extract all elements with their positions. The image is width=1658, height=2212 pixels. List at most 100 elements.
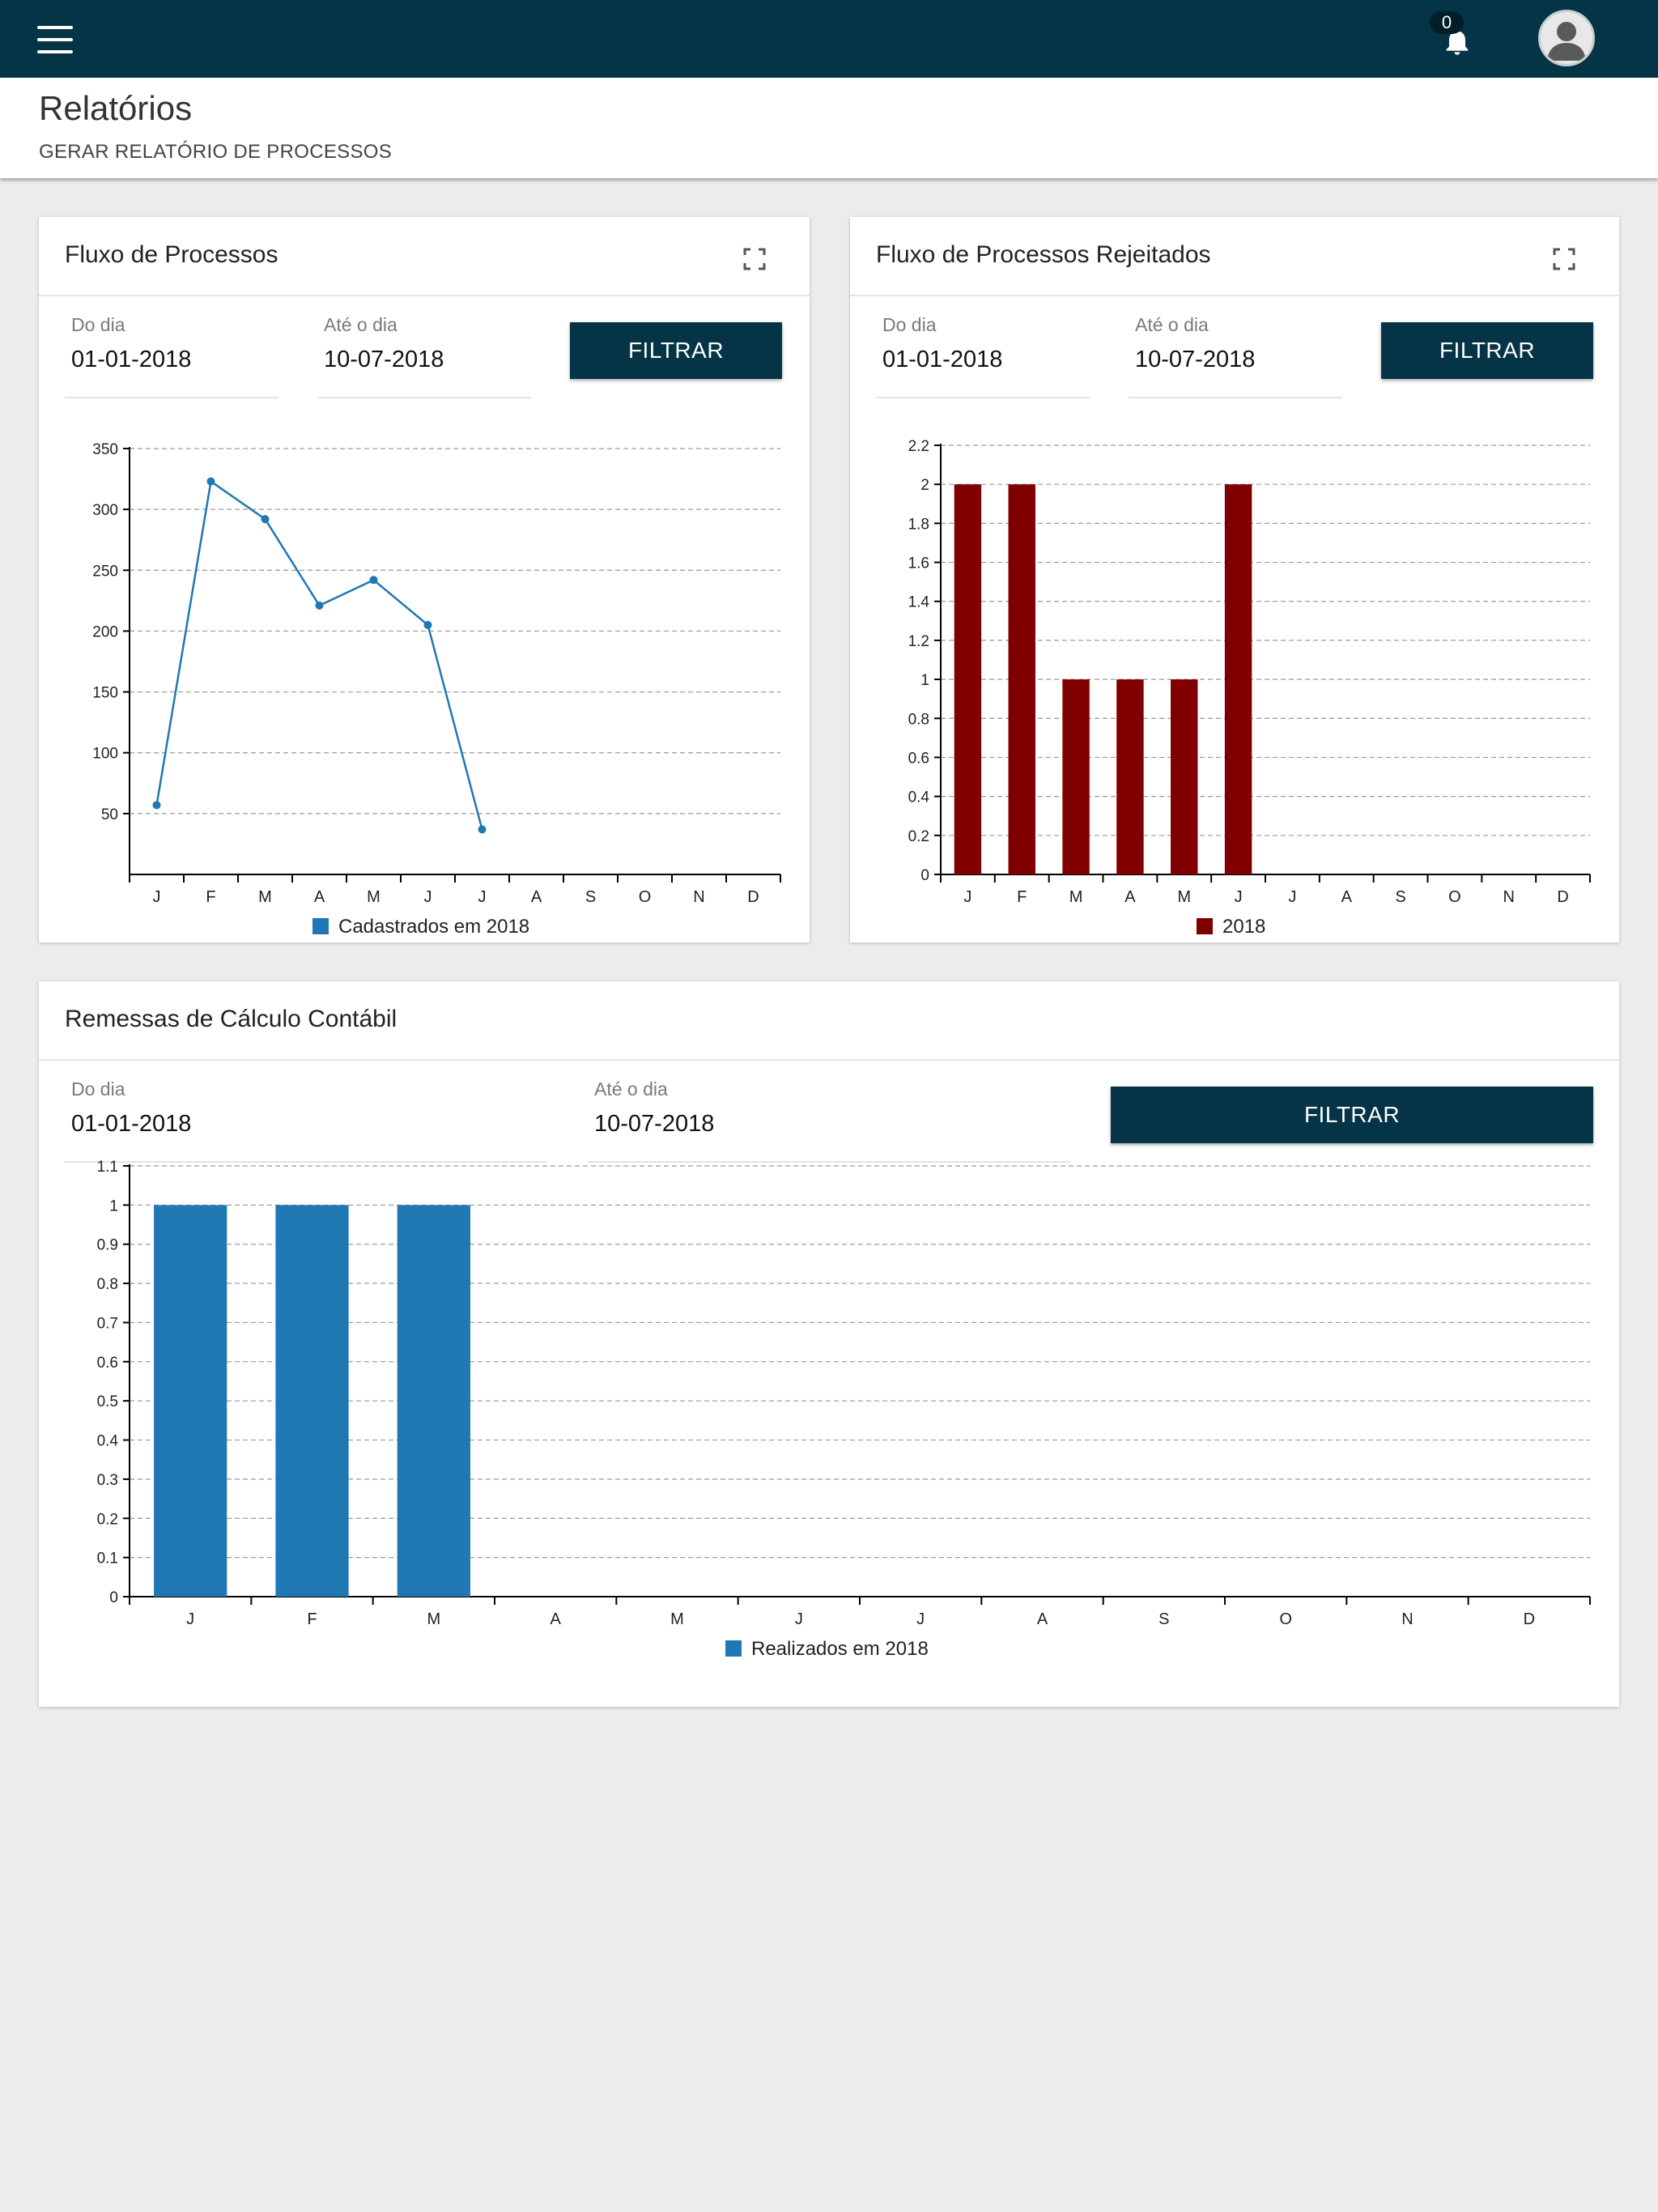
- x-tick-label: M: [258, 888, 272, 906]
- y-tick-label: 0.6: [97, 1355, 118, 1372]
- expand-icon[interactable]: [1551, 246, 1577, 272]
- x-tick-label: A: [1124, 888, 1136, 906]
- from-date-input[interactable]: 01-01-2018: [882, 347, 1003, 372]
- expand-icon[interactable]: [742, 246, 767, 272]
- to-date-underline: [317, 397, 531, 398]
- x-tick-label: M: [1177, 888, 1191, 906]
- page-title: Relatórios: [39, 89, 193, 127]
- page-subtitle: GERAR RELATÓRIO DE PROCESSOS: [39, 141, 393, 163]
- filter-button[interactable]: FILTRAR: [570, 322, 782, 379]
- y-tick-label: 0.8: [908, 711, 929, 728]
- notification-count-badge: 0: [1430, 11, 1464, 34]
- divider: [39, 1059, 1619, 1061]
- x-tick-label: O: [1279, 1610, 1292, 1628]
- x-tick-label: O: [639, 888, 652, 906]
- to-date-underline: [588, 1161, 1070, 1163]
- y-tick-label: 1: [920, 672, 929, 689]
- bell-icon: [1441, 24, 1473, 62]
- from-date-input[interactable]: 01-01-2018: [71, 1111, 192, 1137]
- x-tick-label: D: [747, 888, 759, 906]
- x-tick-label: A: [550, 1610, 561, 1628]
- divider: [850, 295, 1619, 296]
- to-date-underline: [1129, 397, 1342, 398]
- x-tick-label: F: [307, 1610, 317, 1628]
- bar: [1008, 484, 1035, 874]
- x-tick-label: D: [1524, 1610, 1535, 1628]
- menu-icon[interactable]: [37, 26, 73, 53]
- x-tick-label: J: [153, 888, 161, 906]
- x-tick-label: J: [963, 888, 971, 906]
- bar: [1224, 484, 1252, 874]
- y-tick-label: 1.1: [97, 1159, 118, 1176]
- chart-plot-group: 0 0.2 0.4 0.6 0.8 1 1.2 1.4 1.6 1.8 2 2.2 J F M A M J J A S O…: [908, 438, 1591, 938]
- card-title: Fluxo de Processos: [65, 241, 278, 268]
- x-tick-label: J: [1235, 888, 1243, 906]
- filter-button[interactable]: FILTRAR: [1381, 322, 1593, 379]
- x-tick-label: A: [1341, 888, 1353, 906]
- page-header: Relatórios GERAR RELATÓRIO DE PROCESSOS: [0, 78, 1658, 178]
- x-tick-label: M: [367, 888, 380, 906]
- x-tick-label: J: [186, 1610, 194, 1628]
- y-tick-label: 2.2: [908, 438, 929, 455]
- x-tick-label: N: [1401, 1610, 1413, 1628]
- y-tick-label: 50: [101, 806, 118, 823]
- x-tick-label: A: [1037, 1610, 1048, 1628]
- y-tick-label: 300: [92, 502, 118, 519]
- bar: [1062, 679, 1090, 874]
- divider: [39, 295, 810, 296]
- data-point: [423, 620, 432, 629]
- card-title: Remessas de Cálculo Contábil: [65, 1006, 397, 1032]
- y-tick-label: 0.5: [97, 1393, 118, 1410]
- to-date-label: Até o dia: [1135, 314, 1209, 335]
- to-date-input[interactable]: 10-07-2018: [594, 1111, 715, 1137]
- bar-chart-remessas: 0 0.1 0.2 0.3 0.4 0.5 0.6 0.7 0.8 0.9 1 1.1 J F M A M J J A…: [97, 1159, 1591, 1660]
- filter-button[interactable]: FILTRAR: [1111, 1087, 1593, 1143]
- data-point: [478, 825, 487, 834]
- y-tick-label: 0: [109, 1589, 118, 1606]
- x-tick-label: N: [693, 888, 704, 906]
- x-tick-label: J: [478, 888, 487, 906]
- x-tick-label: A: [531, 888, 542, 906]
- notifications-button[interactable]: 0: [1425, 11, 1483, 66]
- card-fluxo-processos-rejeitados: Fluxo de Processos Rejeitados Do dia 01-…: [850, 217, 1619, 942]
- y-tick-label: 0.6: [908, 750, 929, 767]
- y-tick-label: 0.1: [97, 1551, 118, 1568]
- y-tick-label: 0.3: [97, 1472, 118, 1489]
- chart-plot-group: 0 0.1 0.2 0.3 0.4 0.5 0.6 0.7 0.8 0.9 1 1.1 J F M A M J J A…: [97, 1159, 1591, 1660]
- legend-label: Cadastrados em 2018: [338, 916, 529, 938]
- card-fluxo-processos: Fluxo de Processos Do dia 01-01-2018 Até…: [39, 217, 810, 942]
- card-title: Fluxo de Processos Rejeitados: [876, 241, 1211, 268]
- y-tick-label: 250: [92, 563, 118, 580]
- x-tick-label: J: [795, 1610, 803, 1628]
- from-date-input[interactable]: 01-01-2018: [71, 347, 192, 372]
- bar: [275, 1205, 349, 1597]
- legend-label: 2018: [1222, 916, 1265, 938]
- x-tick-label: F: [1017, 888, 1027, 906]
- y-tick-label: 200: [92, 623, 118, 640]
- legend-swatch: [312, 918, 329, 934]
- y-tick-label: 1.4: [908, 594, 930, 611]
- x-tick-label: O: [1448, 888, 1461, 906]
- to-date-input[interactable]: 10-07-2018: [324, 347, 444, 372]
- y-tick-label: 0.2: [908, 828, 929, 845]
- x-tick-label: F: [206, 888, 215, 906]
- to-date-input[interactable]: 10-07-2018: [1135, 347, 1256, 372]
- x-tick-label: M: [1069, 888, 1083, 906]
- y-tick-label: 0.4: [908, 789, 930, 806]
- data-point: [206, 477, 215, 486]
- x-tick-label: M: [670, 1610, 684, 1628]
- y-tick-label: 350: [92, 441, 118, 458]
- from-date-underline: [876, 397, 1090, 398]
- to-date-label: Até o dia: [324, 314, 397, 335]
- y-tick-label: 0.9: [97, 1237, 118, 1254]
- from-date-underline: [65, 397, 278, 398]
- x-tick-label: N: [1503, 888, 1515, 906]
- user-avatar-icon[interactable]: [1538, 10, 1595, 66]
- bar: [954, 484, 982, 874]
- line-chart-fluxo-processos: 50 100 150 200 250 300 350 J F M A M J J A S O N D Cadastra…: [92, 441, 781, 938]
- bar: [1171, 679, 1198, 874]
- y-tick-label: 100: [92, 746, 118, 763]
- bar: [154, 1205, 227, 1597]
- to-date-label: Até o dia: [594, 1078, 668, 1100]
- bar-chart-processos-rejeitados: 0 0.2 0.4 0.6 0.8 1 1.2 1.4 1.6 1.8 2 2.2 J F M A M J J A S O…: [908, 438, 1591, 938]
